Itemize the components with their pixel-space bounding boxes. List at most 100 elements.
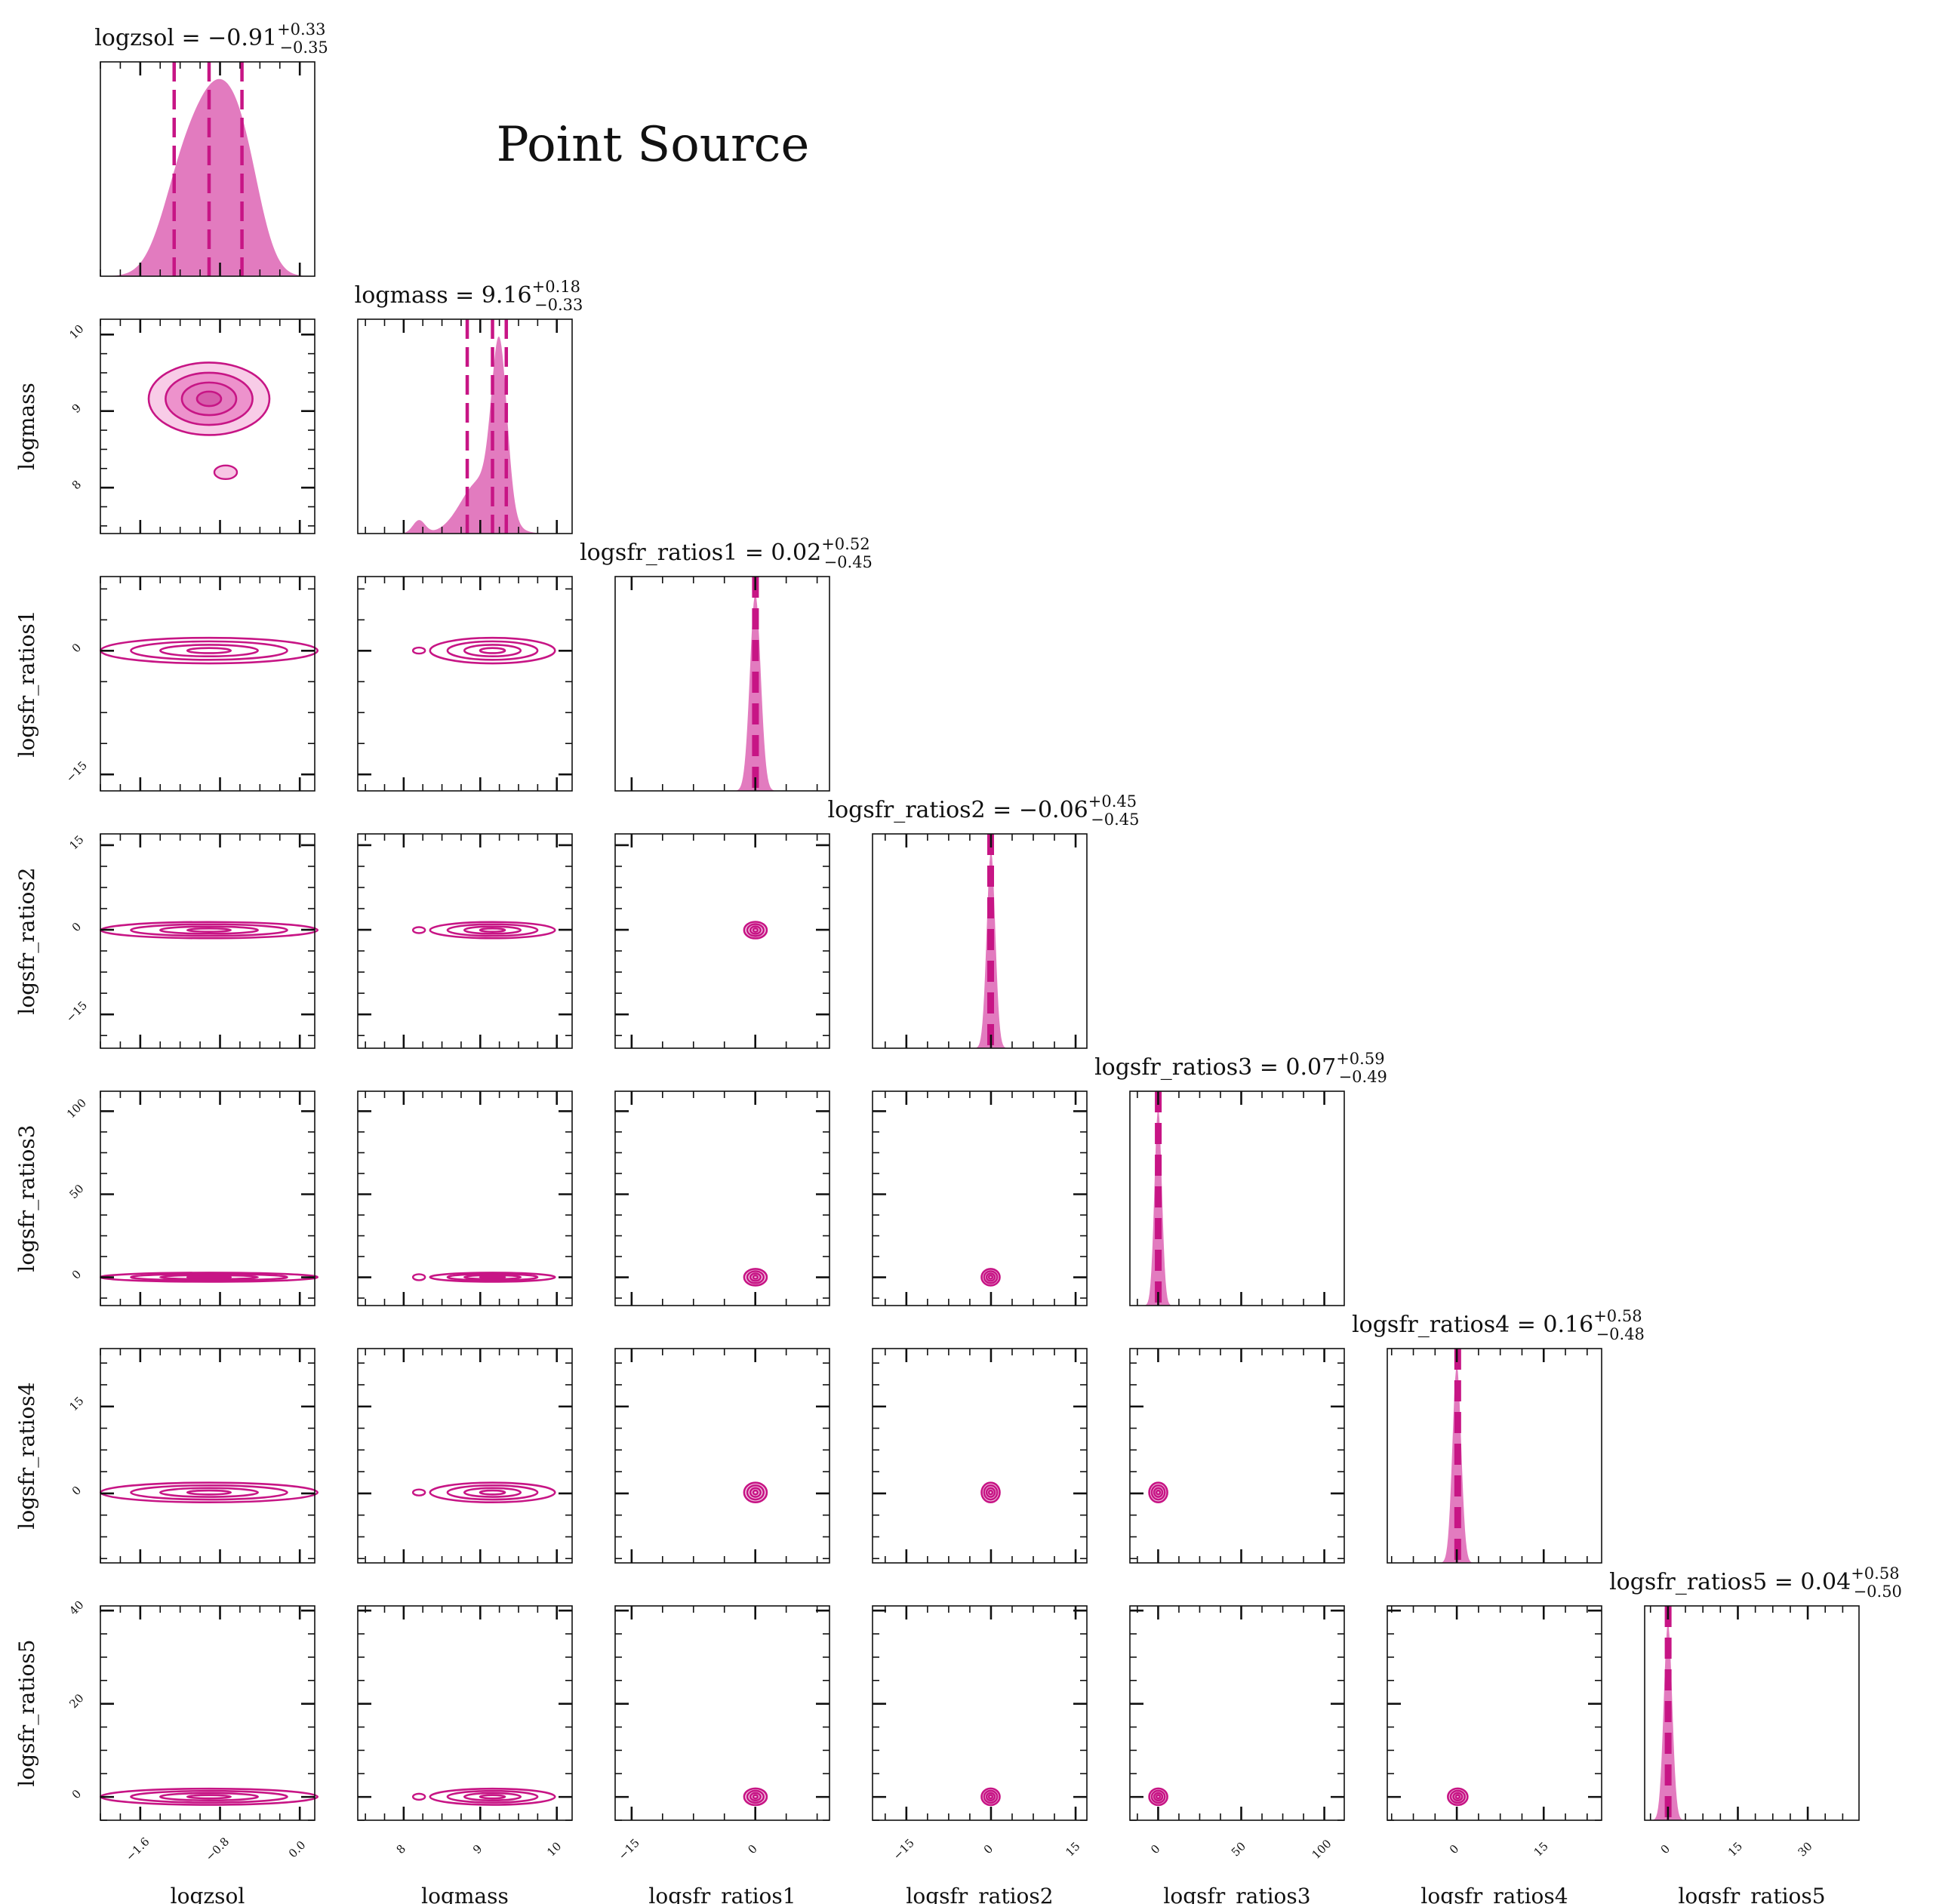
x-tick-label: 0 bbox=[1148, 1842, 1162, 1856]
x-tick-label: −0.8 bbox=[203, 1835, 232, 1863]
marginal-panel-logsfr-ratios5 bbox=[1644, 1605, 1860, 1821]
contour-level-4 bbox=[186, 1275, 232, 1279]
density-area-logsfr-ratios2 bbox=[873, 850, 1087, 1048]
panel-frame bbox=[100, 1090, 315, 1306]
density-area-logsfr-ratios5 bbox=[1645, 1623, 1859, 1820]
contour-panel-logzsol-vs-logsfr-ratios3 bbox=[99, 1090, 319, 1306]
contour-level-4 bbox=[1454, 1794, 1461, 1800]
contour-level-4 bbox=[479, 927, 506, 933]
contour-panel-logmass-vs-logsfr-ratios2 bbox=[357, 833, 573, 1049]
y-axis-label-logsfr-ratios4: logsfr_ratios4 bbox=[14, 1382, 39, 1529]
contour-panel-logsfr-ratios1-vs-logsfr-ratios2 bbox=[614, 833, 830, 1049]
panel-frame bbox=[357, 1090, 573, 1306]
marginal-panel-logsfr-ratios2 bbox=[872, 833, 1088, 1049]
panel-frame bbox=[357, 1348, 573, 1564]
y-tick-label: −15 bbox=[63, 758, 90, 785]
contour-panel-logsfr-ratios2-vs-logsfr-ratios3 bbox=[872, 1090, 1088, 1306]
contour-level-4 bbox=[186, 647, 232, 654]
y-tick-label: 15 bbox=[66, 1394, 86, 1413]
marginal-panel-logsfr-ratios3 bbox=[1129, 1090, 1345, 1306]
panel-frame bbox=[1129, 1605, 1345, 1821]
y-tick-label: 9 bbox=[69, 401, 84, 415]
panel-frame bbox=[872, 1605, 1088, 1821]
contour-panel-logsfr-ratios2-vs-logsfr-ratios5 bbox=[872, 1605, 1088, 1821]
x-tick-label: 0 bbox=[981, 1842, 996, 1856]
param-title-logzsol: logzsol = −0.91+0.33 −0.35 bbox=[94, 20, 328, 57]
contour-level-4 bbox=[752, 927, 759, 934]
panel-frame bbox=[614, 1605, 830, 1821]
contour-panel-logsfr-ratios3-vs-logsfr-ratios5 bbox=[1129, 1605, 1345, 1821]
contour-fill bbox=[981, 1269, 1000, 1286]
y-tick-label: 0 bbox=[69, 1484, 84, 1498]
x-tick-label: 15 bbox=[1531, 1839, 1551, 1859]
density-area-logmass bbox=[358, 336, 572, 534]
y-tick-label: 8 bbox=[69, 478, 84, 492]
contour-panel-logsfr-ratios1-vs-logsfr-ratios3 bbox=[614, 1090, 830, 1306]
panel-frame bbox=[872, 1348, 1088, 1564]
param-title-value: logsfr_ratios5 = 0.04 bbox=[1609, 1569, 1851, 1595]
y-tick-label: −15 bbox=[63, 998, 90, 1025]
contour-fill bbox=[1149, 1482, 1168, 1503]
x-axis-label-logsfr-ratios4: logsfr_ratios4 bbox=[1420, 1884, 1568, 1904]
contour-panel-logmass-vs-logsfr-ratios5 bbox=[357, 1605, 573, 1821]
x-tick-label: 9 bbox=[470, 1842, 485, 1856]
param-title-plus: +0.52 bbox=[821, 535, 870, 553]
contour-panel-logmass-vs-logsfr-ratios1 bbox=[357, 576, 573, 792]
y-tick-label: 20 bbox=[66, 1691, 86, 1711]
x-axis-label-logsfr-ratios1: logsfr_ratios1 bbox=[648, 1884, 796, 1904]
x-tick-label: 30 bbox=[1795, 1839, 1814, 1859]
contour-level-4 bbox=[752, 1489, 759, 1496]
contour-level-4 bbox=[195, 390, 223, 408]
secondary-mode-contour bbox=[411, 646, 426, 655]
contour-panel-logzsol-vs-logmass bbox=[100, 318, 315, 534]
secondary-mode-contour bbox=[411, 1488, 426, 1496]
panel-frame bbox=[614, 576, 830, 792]
y-tick-label: 50 bbox=[66, 1182, 86, 1201]
panel-frame bbox=[1129, 1090, 1345, 1306]
panel-frame bbox=[872, 1090, 1088, 1306]
panel-frame bbox=[357, 576, 573, 792]
y-tick-label: 0 bbox=[69, 1267, 84, 1281]
x-tick-label: −15 bbox=[891, 1836, 917, 1862]
x-tick-label: 0 bbox=[1447, 1842, 1461, 1856]
x-tick-label: 100 bbox=[1310, 1837, 1334, 1862]
secondary-mode-contour bbox=[411, 1792, 426, 1801]
marginal-panel-logsfr-ratios4 bbox=[1387, 1348, 1602, 1564]
contour-level-4 bbox=[186, 1489, 232, 1496]
param-title-minus: −0.45 bbox=[1091, 811, 1139, 829]
contour-level-4 bbox=[479, 647, 506, 654]
y-axis-label-logsfr-ratios1: logsfr_ratios1 bbox=[14, 610, 39, 757]
param-title-value: logzsol = −0.91 bbox=[94, 25, 277, 51]
marginal-panel-logzsol bbox=[100, 61, 315, 277]
density-area-logsfr-ratios1 bbox=[615, 593, 829, 791]
contour-level-4 bbox=[1155, 1794, 1162, 1800]
contour-panel-logmass-vs-logsfr-ratios4 bbox=[357, 1348, 573, 1564]
panel-frame bbox=[614, 1090, 830, 1306]
contour-panel-logmass-vs-logsfr-ratios3 bbox=[357, 1090, 573, 1306]
param-title-logsfr-ratios4: logsfr_ratios4 = 0.16+0.58 −0.48 bbox=[1352, 1307, 1645, 1343]
contour-panel-logsfr-ratios2-vs-logsfr-ratios4 bbox=[872, 1348, 1088, 1564]
contour-level-4 bbox=[752, 1794, 759, 1800]
contour-fill bbox=[743, 1788, 767, 1805]
contour-panel-logsfr-ratios1-vs-logsfr-ratios4 bbox=[614, 1348, 830, 1564]
param-title-value: logsfr_ratios1 = 0.02 bbox=[580, 540, 821, 566]
param-title-plus: +0.33 bbox=[277, 20, 325, 38]
panel-frame bbox=[614, 833, 830, 1049]
panel-frame bbox=[1129, 1348, 1345, 1564]
contour-panel-logzsol-vs-logsfr-ratios1 bbox=[99, 576, 319, 792]
contour-level-4 bbox=[987, 1489, 994, 1496]
contour-fill bbox=[981, 1788, 1000, 1805]
param-title-logsfr-ratios2: logsfr_ratios2 = −0.06+0.45 −0.45 bbox=[828, 792, 1140, 829]
contour-level-4 bbox=[752, 1274, 759, 1280]
y-tick-label: 10 bbox=[66, 322, 86, 342]
contour-level-4 bbox=[186, 1794, 232, 1800]
x-axis-label-logsfr-ratios3: logsfr_ratios3 bbox=[1163, 1884, 1310, 1904]
contour-fill bbox=[1448, 1788, 1468, 1805]
marginal-panel-logsfr-ratios1 bbox=[614, 576, 830, 792]
contour-level-4 bbox=[987, 1794, 994, 1800]
contour-panel-logsfr-ratios4-vs-logsfr-ratios5 bbox=[1387, 1605, 1602, 1821]
param-title-plus: +0.45 bbox=[1088, 792, 1137, 811]
contour-panel-logsfr-ratios3-vs-logsfr-ratios4 bbox=[1129, 1348, 1345, 1564]
param-title-minus: −0.35 bbox=[279, 38, 328, 57]
